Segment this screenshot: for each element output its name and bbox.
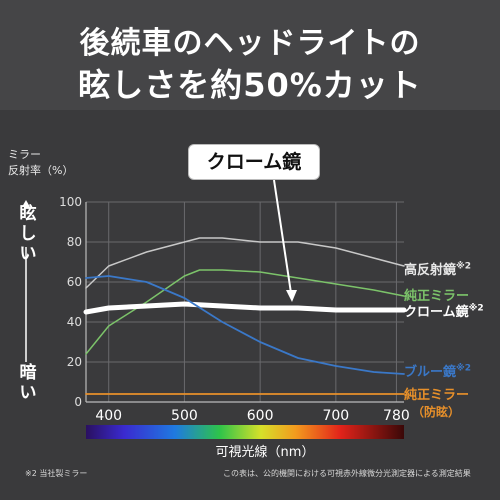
callout-arrow-head-icon	[286, 290, 297, 302]
series-label-3: ブルー鏡※2	[404, 361, 471, 380]
chrome-mirror-callout: クローム鏡	[189, 145, 319, 179]
y-tick-label-100: 100	[59, 195, 82, 209]
series-name: 純正ミラー	[404, 289, 470, 304]
series-name: 高反射鏡	[404, 263, 457, 278]
series-sublabel: （防眩）	[412, 405, 461, 419]
y-axis-title-line-2: 反射率（%）	[8, 164, 74, 177]
series-name: クローム鏡	[404, 305, 469, 320]
y-axis-title-line-1: ミラー	[8, 148, 41, 161]
footnote-right: この表は、公的機関における可視赤外線微分光測定器による測定結果	[223, 469, 471, 478]
y-tick-label-60: 60	[67, 275, 82, 289]
y-tick-label-80: 80	[67, 235, 82, 249]
x-tick-label-400: 400	[95, 408, 122, 424]
series-line-3	[85, 275, 405, 375]
x-tick-label-700: 700	[322, 408, 349, 424]
series-superscript: ※2	[468, 303, 484, 314]
series-name: ブルー鏡	[404, 365, 457, 380]
series-label-1: 純正ミラー	[404, 285, 469, 304]
series-label-0: 高反射鏡※2	[404, 259, 471, 278]
x-tick-label-780: 780	[383, 408, 410, 424]
glare-arrow-head-icon	[22, 200, 30, 207]
series-superscript: ※2	[456, 261, 472, 272]
footnote-left: ※2 当社製ミラー	[25, 469, 88, 478]
title-block: 後続車のヘッドライトの 眩しさを約50%カット	[0, 0, 500, 110]
x-axis-title: 可視光線（nm）	[215, 445, 315, 460]
series-superscript: ※2	[456, 363, 472, 374]
headline-line-2: 眩しさを約50%カット	[78, 66, 422, 104]
series-name: 純正ミラー	[404, 388, 470, 403]
series-label-2: クローム鏡※2	[404, 301, 484, 320]
x-tick-label-600: 600	[247, 408, 274, 424]
callout-arrow-icon	[273, 179, 292, 294]
y-tick-label-0: 0	[74, 395, 82, 409]
series-line-1	[85, 269, 405, 355]
series-label-4: 純正ミラー （防眩）	[404, 384, 469, 420]
dark-label: 暗い	[19, 363, 37, 403]
headline-line-1: 後続車のヘッドライトの	[79, 26, 421, 61]
y-tick-label-20: 20	[67, 355, 82, 369]
y-tick-label-40: 40	[67, 315, 82, 329]
x-tick-label-500: 500	[171, 408, 198, 424]
visible-spectrum-bar	[86, 425, 404, 439]
series-line-0	[85, 237, 405, 289]
high-glare-label: 眩しい	[19, 204, 37, 264]
series-line-2	[83, 301, 407, 315]
